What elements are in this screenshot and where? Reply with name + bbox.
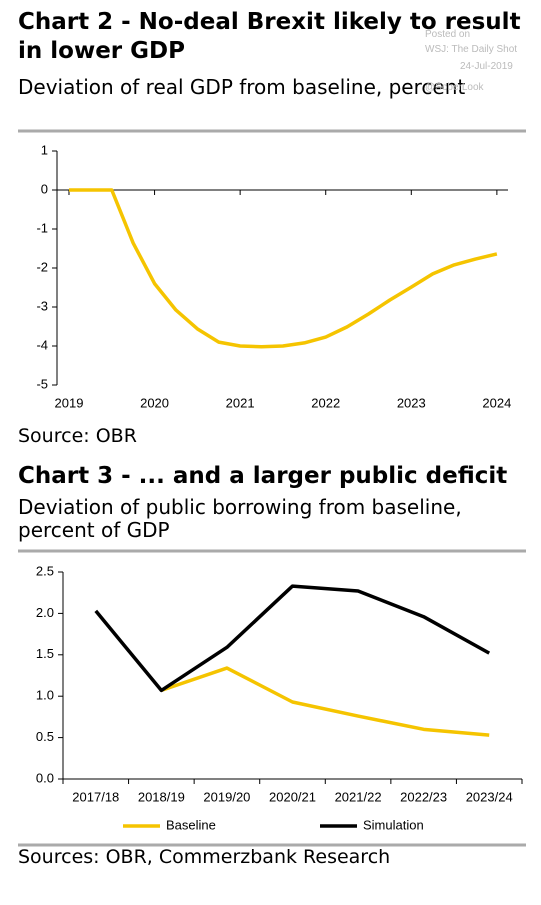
watermark: Posted on	[425, 29, 471, 40]
x-tick-label: 2021	[226, 395, 255, 410]
legend-label: Baseline	[166, 817, 216, 832]
chart-title: Chart 2 - No-deal Brexit likely to resul…	[18, 9, 521, 64]
x-tick-label: 2020	[140, 395, 169, 410]
x-tick-label: 2020/21	[269, 789, 316, 804]
legend-label: Simulation	[363, 817, 424, 832]
x-tick-label: 2023/24	[466, 789, 513, 804]
x-tick-label: 2019/20	[203, 789, 250, 804]
watermark: WSJ: The Daily Shot	[425, 44, 518, 55]
y-tick-label: -2	[36, 259, 48, 274]
chart-subtitle: Deviation of public borrowing from basel…	[18, 495, 462, 542]
y-tick-label: 1.5	[36, 646, 54, 661]
x-tick-label: 2023	[397, 395, 426, 410]
x-tick-label: 2018/19	[138, 789, 185, 804]
source: Source: OBR	[18, 425, 137, 447]
y-tick-label: 0.0	[36, 770, 54, 785]
y-tick-label: -4	[36, 337, 48, 352]
y-tick-label: -3	[36, 298, 48, 313]
x-tick-label: 2022	[311, 395, 340, 410]
y-tick-label: 0	[41, 181, 48, 196]
x-tick-label: 2024	[482, 395, 511, 410]
chart-subtitle: Deviation of real GDP from baseline, per…	[18, 75, 466, 99]
x-tick-label: 2022/23	[400, 789, 447, 804]
y-tick-label: 0.5	[36, 729, 54, 744]
line-series	[94, 584, 491, 693]
chart-title: Chart 3 - ... and a larger public defici…	[18, 463, 508, 489]
source: Sources: OBR, Commerzbank Research	[18, 846, 391, 868]
y-tick-label: 2.0	[36, 605, 54, 620]
watermark: @SoberLook	[425, 82, 484, 93]
y-tick-label: 2.5	[36, 563, 54, 578]
x-tick-label: 2017/18	[72, 789, 119, 804]
y-tick-label: -1	[36, 220, 48, 235]
y-tick-label: 1	[41, 142, 48, 157]
line-series	[160, 666, 490, 737]
x-tick-label: 2019	[55, 395, 84, 410]
y-tick-label: 1.0	[36, 688, 54, 703]
watermark: 24-Jul-2019	[460, 61, 513, 72]
x-tick-label: 2021/22	[335, 789, 382, 804]
y-tick-label: -5	[36, 376, 48, 391]
line-series	[68, 188, 498, 349]
